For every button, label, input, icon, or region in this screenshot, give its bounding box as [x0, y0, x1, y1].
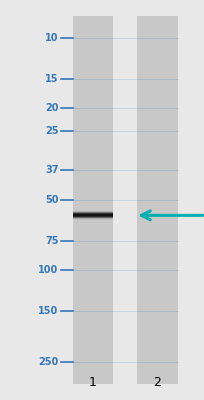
Text: 1: 1	[89, 376, 96, 389]
Text: 10: 10	[45, 34, 58, 44]
Text: 20: 20	[45, 103, 58, 113]
Text: 15: 15	[45, 74, 58, 84]
Bar	[72, 214, 112, 215]
Bar	[72, 213, 112, 214]
Bar	[72, 16, 112, 384]
Bar	[72, 217, 112, 218]
Bar	[72, 215, 112, 216]
Bar	[136, 16, 177, 384]
Bar	[72, 218, 112, 219]
Bar	[72, 219, 112, 220]
Text: 2: 2	[153, 376, 161, 389]
Bar	[72, 211, 112, 212]
Text: 37: 37	[45, 165, 58, 175]
Bar	[72, 215, 112, 216]
Text: 50: 50	[45, 196, 58, 206]
Bar	[72, 216, 112, 217]
Text: 150: 150	[38, 306, 58, 316]
Bar	[72, 212, 112, 213]
Text: 25: 25	[45, 126, 58, 136]
Text: 250: 250	[38, 357, 58, 367]
Bar	[72, 214, 112, 215]
Bar	[72, 218, 112, 219]
Bar	[72, 216, 112, 217]
Bar	[72, 213, 112, 214]
Bar	[72, 219, 112, 220]
Bar	[72, 211, 112, 212]
Text: 75: 75	[45, 236, 58, 246]
Bar	[72, 217, 112, 218]
Bar	[72, 212, 112, 213]
Text: 100: 100	[38, 265, 58, 275]
